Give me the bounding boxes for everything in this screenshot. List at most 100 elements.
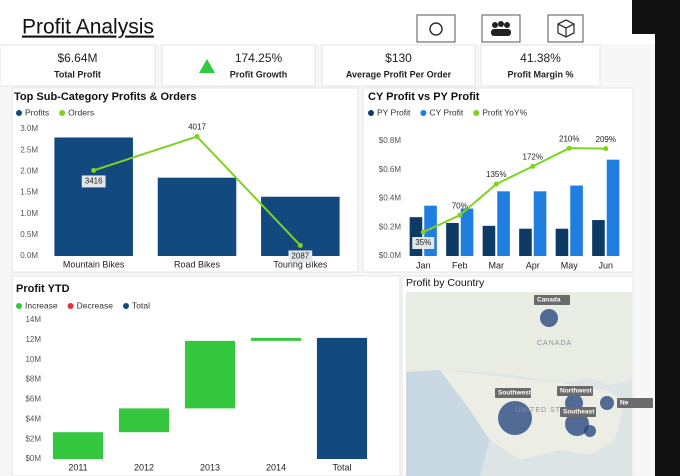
- y-tick-label: 2.5M: [20, 145, 38, 154]
- y-tick-label: 10M: [25, 355, 41, 364]
- x-tick-label: Jun: [598, 260, 613, 270]
- x-tick-label: 2014: [266, 462, 286, 472]
- line-point[interactable]: [194, 134, 200, 140]
- bar[interactable]: [250, 337, 302, 341]
- page-title: Profit Analysis: [22, 16, 154, 39]
- legend-label: CY Profit: [429, 107, 463, 117]
- kpi-label: Profit Margin %: [507, 69, 573, 79]
- bar[interactable]: [52, 432, 104, 459]
- y-tick-label: 3.0M: [20, 124, 38, 133]
- bar[interactable]: [606, 159, 620, 256]
- line-point[interactable]: [91, 167, 97, 173]
- y-tick-label: 2.0M: [20, 166, 38, 175]
- bubble[interactable]: [540, 309, 558, 327]
- data-label-bg: [288, 250, 313, 263]
- y-tick-label: $6M: [25, 395, 41, 404]
- bar[interactable]: [184, 340, 236, 409]
- bar[interactable]: [497, 191, 510, 256]
- bar[interactable]: [409, 217, 423, 256]
- icon-button[interactable]: [416, 14, 456, 43]
- chart-title: Profit YTD: [16, 283, 70, 295]
- kpi-value: 174.25%: [235, 51, 283, 65]
- data-label: 2087: [291, 252, 309, 261]
- legend-marker: [123, 303, 129, 309]
- y-tick-label: 1.5M: [20, 188, 38, 197]
- legend-marker: [420, 110, 427, 116]
- bar[interactable]: [54, 137, 133, 256]
- data-label-bg: [412, 237, 435, 250]
- kpi-label: Profit Growth: [230, 69, 288, 79]
- icon: [498, 21, 504, 27]
- bubble-label: Northwest: [560, 388, 593, 395]
- y-tick-label: $0.4M: [379, 194, 402, 203]
- line-point[interactable]: [603, 146, 609, 152]
- y-tick-label: $4M: [25, 414, 41, 423]
- bubble-label-bg: [617, 398, 653, 408]
- bar[interactable]: [460, 208, 474, 256]
- bubble[interactable]: [565, 412, 589, 436]
- data-label: 4017: [188, 123, 206, 132]
- kpi-indicator: [199, 59, 215, 73]
- map: Profit by Country CANADA UNITED STATES Cana…: [406, 277, 653, 476]
- legend-label: Profit YoY%: [482, 107, 527, 117]
- y-tick-label: $0.6M: [379, 165, 402, 174]
- icon: [557, 19, 575, 38]
- data-label: 172%: [523, 153, 543, 162]
- bar[interactable]: [482, 225, 496, 256]
- data-label: 70%: [452, 201, 468, 210]
- data-label-bg: [81, 175, 106, 188]
- x-tick-label: Feb: [452, 260, 468, 270]
- kpi-card: [321, 44, 476, 87]
- bar[interactable]: [118, 408, 170, 433]
- line-point[interactable]: [530, 163, 536, 169]
- bar[interactable]: [592, 220, 605, 256]
- screen-edge: [632, 0, 655, 34]
- x-tick-label: Touring Bikes: [273, 259, 328, 269]
- bubble-label: Southeast: [563, 409, 595, 416]
- y-tick-label: $2M: [25, 434, 41, 443]
- toolbar: [416, 14, 584, 43]
- kpi-card: [480, 44, 601, 87]
- line-point[interactable]: [420, 229, 426, 235]
- legend-label: Orders: [68, 107, 94, 117]
- region-label: CANADA: [537, 340, 572, 347]
- bubble-label-bg: [560, 407, 596, 417]
- bubble-label-bg: [557, 386, 593, 396]
- bar[interactable]: [570, 185, 583, 256]
- bar[interactable]: [519, 228, 532, 256]
- legend-label: Total: [132, 300, 150, 310]
- legend-marker: [67, 303, 74, 309]
- icon: [429, 22, 443, 36]
- legend-label: Increase: [25, 300, 58, 310]
- kpi-value: $6.64M: [57, 51, 97, 65]
- x-tick-label: Jan: [416, 260, 431, 270]
- data-label: 35%: [415, 238, 431, 247]
- data-label: 3416: [85, 177, 103, 186]
- y-tick-label: 12M: [25, 335, 41, 344]
- region-label: UNITED STATES: [515, 407, 582, 414]
- bubble[interactable]: [498, 401, 532, 435]
- line-point[interactable]: [297, 242, 303, 248]
- legend-marker: [59, 110, 66, 116]
- bar[interactable]: [555, 228, 569, 256]
- line-point[interactable]: [566, 145, 572, 151]
- y-tick-label: $0M: [25, 454, 41, 463]
- x-tick-label: May: [561, 260, 579, 270]
- kpi-card: [161, 44, 316, 87]
- bar[interactable]: [533, 191, 547, 256]
- x-tick-label: 2011: [68, 462, 87, 472]
- bubble[interactable]: [600, 396, 614, 410]
- line-point[interactable]: [457, 212, 463, 218]
- bar[interactable]: [316, 337, 368, 459]
- line: [422, 147, 606, 233]
- bar[interactable]: [446, 222, 459, 256]
- icon-button[interactable]: [481, 14, 521, 43]
- bubble-label-bg: [495, 388, 531, 398]
- bubble-label: Canada: [537, 297, 561, 304]
- bar[interactable]: [157, 177, 237, 256]
- bubble[interactable]: [584, 425, 596, 437]
- line-point[interactable]: [493, 181, 499, 187]
- x-tick-label: 2012: [134, 462, 154, 472]
- kpi-row: $6.64M Total Profit 174.25% Profit Growth $1…: [0, 44, 601, 87]
